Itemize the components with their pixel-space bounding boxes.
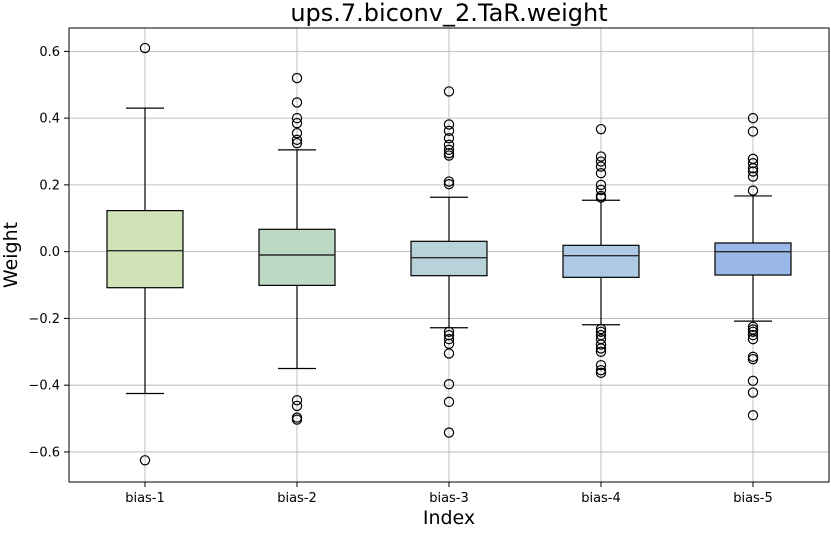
outlier-point xyxy=(443,139,455,151)
outlier-point xyxy=(595,343,607,354)
plot-area xyxy=(106,42,792,466)
y-tick-label: 0.6 xyxy=(39,45,60,60)
outlier-point xyxy=(443,125,455,137)
box-group-bias-3 xyxy=(410,86,488,438)
outlier-point xyxy=(747,333,759,345)
outlier-point xyxy=(595,339,607,350)
outlier-point xyxy=(747,112,759,124)
y-tick-label: 0.4 xyxy=(39,112,60,127)
chart-title: ups.7.biconv_2.TaR.weight xyxy=(290,0,607,27)
outlier-point xyxy=(443,176,455,187)
outlier-point xyxy=(443,150,455,161)
box-group-bias-1 xyxy=(106,42,184,466)
x-axis-label: Index xyxy=(423,507,475,528)
outlier-point xyxy=(291,137,303,149)
y-tick-label: −0.6 xyxy=(28,445,60,460)
x-tick-label: bias-5 xyxy=(733,491,773,506)
outlier-point xyxy=(747,171,759,182)
y-tick-label: −0.4 xyxy=(28,379,60,394)
outlier-point xyxy=(747,375,759,387)
outlier-point xyxy=(443,144,455,156)
outlier-point xyxy=(595,367,607,379)
x-tick-label: bias-2 xyxy=(277,491,317,506)
outlier-point xyxy=(443,348,455,359)
outlier-point xyxy=(747,163,759,174)
outlier-point xyxy=(595,326,607,337)
outlier-point xyxy=(595,184,607,196)
outlier-point xyxy=(747,329,759,341)
outlier-point xyxy=(595,192,607,203)
outlier-point xyxy=(747,326,759,337)
box xyxy=(714,242,792,276)
outlier-point xyxy=(595,364,607,376)
outlier-point xyxy=(595,359,607,371)
y-tick-label: 0.2 xyxy=(39,178,60,193)
box xyxy=(562,244,640,278)
box xyxy=(106,210,184,289)
outlier-point xyxy=(443,326,455,337)
outlier-point xyxy=(443,396,455,408)
axes: −0.6 −0.4 −0.2 0.0 0.2 0.4 0.6 bias-1 bias-2 bias… xyxy=(28,45,772,506)
outlier-point xyxy=(443,86,455,97)
outlier-point xyxy=(291,414,303,425)
x-tick-label: bias-3 xyxy=(429,491,469,506)
outlier-point xyxy=(747,387,759,398)
outlier-point xyxy=(595,156,607,167)
outlier-point xyxy=(595,168,607,179)
box-group-bias-2 xyxy=(258,72,336,425)
x-tick-label: bias-1 xyxy=(125,491,165,506)
outlier-point xyxy=(443,427,455,438)
x-tick-label: bias-4 xyxy=(581,491,621,506)
outlier-point xyxy=(595,346,607,358)
outlier-point xyxy=(443,179,455,190)
y-tick-label: −0.2 xyxy=(28,312,60,327)
outlier-point xyxy=(595,323,607,335)
outlier-point xyxy=(747,157,759,169)
outlier-point xyxy=(595,161,607,172)
box xyxy=(258,228,336,286)
outlier-point xyxy=(747,353,759,365)
outlier-point xyxy=(747,166,759,177)
outlier-point xyxy=(747,321,759,332)
y-tick-label: 0.0 xyxy=(39,245,60,260)
outlier-point xyxy=(139,455,151,466)
outlier-point xyxy=(595,123,607,135)
outlier-point xyxy=(747,410,759,421)
outlier-point xyxy=(291,72,303,84)
box-group-bias-4 xyxy=(562,123,640,379)
outlier-point xyxy=(443,378,455,390)
outlier-point xyxy=(291,112,303,124)
outlier-point xyxy=(443,132,455,144)
grid-lines xyxy=(69,28,829,482)
outlier-point xyxy=(291,97,303,108)
outlier-point xyxy=(291,400,303,412)
outlier-point xyxy=(291,117,303,129)
box xyxy=(410,240,488,277)
outlier-point xyxy=(747,185,759,196)
outlier-point xyxy=(443,119,455,130)
outlier-point xyxy=(595,179,607,191)
y-axis-label: Weight xyxy=(0,222,22,288)
outlier-point xyxy=(139,42,151,54)
outlier-point xyxy=(443,333,455,345)
outlier-point xyxy=(747,126,759,137)
outlier-point xyxy=(291,395,303,406)
outlier-point xyxy=(595,151,607,162)
outlier-point xyxy=(291,127,303,139)
outlier-point xyxy=(291,134,303,146)
box-group-bias-5 xyxy=(714,112,792,421)
